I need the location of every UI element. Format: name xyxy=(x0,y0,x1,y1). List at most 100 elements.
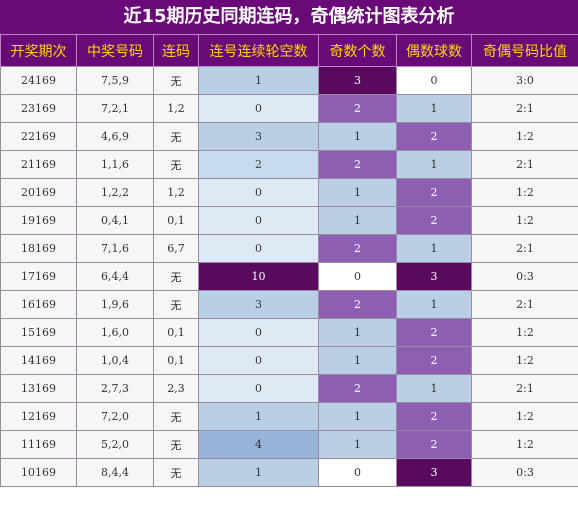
even-count-cell: 1 xyxy=(396,234,472,263)
odd-count-cell: 1 xyxy=(318,178,397,207)
ratio-cell: 1:2 xyxy=(471,430,578,459)
odd-count-cell: 0 xyxy=(318,262,397,291)
period-cell: 10169 xyxy=(0,458,77,487)
ratio-cell: 2:1 xyxy=(471,150,578,179)
odd-count-cell: 1 xyxy=(318,430,397,459)
table-row: 12169 7,2,0 无 1 1 2 1:2 xyxy=(0,402,578,431)
numbers-cell: 5,2,0 xyxy=(76,430,154,459)
header-period: 开奖期次 xyxy=(0,34,77,67)
gap-cell: 0 xyxy=(198,94,319,123)
even-count-cell: 3 xyxy=(396,262,472,291)
period-cell: 17169 xyxy=(0,262,77,291)
ratio-cell: 0:3 xyxy=(471,262,578,291)
ratio-cell: 0:3 xyxy=(471,458,578,487)
consecutive-cell: 无 xyxy=(153,122,199,151)
ratio-cell: 2:1 xyxy=(471,94,578,123)
consecutive-cell: 无 xyxy=(153,430,199,459)
ratio-cell: 1:2 xyxy=(471,178,578,207)
consecutive-cell: 无 xyxy=(153,290,199,319)
ratio-cell: 2:1 xyxy=(471,374,578,403)
even-count-cell: 2 xyxy=(396,206,472,235)
numbers-cell: 1,6,0 xyxy=(76,318,154,347)
gap-cell: 0 xyxy=(198,178,319,207)
gap-cell: 1 xyxy=(198,66,319,95)
gap-cell: 10 xyxy=(198,262,319,291)
odd-count-cell: 2 xyxy=(318,150,397,179)
gap-cell: 3 xyxy=(198,290,319,319)
ratio-cell: 1:2 xyxy=(471,318,578,347)
table-row: 11169 5,2,0 无 4 1 2 1:2 xyxy=(0,430,578,459)
table-row: 21169 1,1,6 无 2 2 1 2:1 xyxy=(0,150,578,179)
table-row: 23169 7,2,1 1,2 0 2 1 2:1 xyxy=(0,94,578,123)
table-row: 14169 1,0,4 0,1 0 1 2 1:2 xyxy=(0,346,578,375)
numbers-cell: 1,9,6 xyxy=(76,290,154,319)
odd-count-cell: 1 xyxy=(318,206,397,235)
even-count-cell: 1 xyxy=(396,290,472,319)
consecutive-cell: 无 xyxy=(153,458,199,487)
ratio-cell: 2:1 xyxy=(471,234,578,263)
consecutive-cell: 6,7 xyxy=(153,234,199,263)
even-count-cell: 1 xyxy=(396,150,472,179)
period-cell: 22169 xyxy=(0,122,77,151)
ratio-cell: 2:1 xyxy=(471,290,578,319)
ratio-cell: 1:2 xyxy=(471,346,578,375)
numbers-cell: 7,5,9 xyxy=(76,66,154,95)
odd-count-cell: 3 xyxy=(318,66,397,95)
period-cell: 19169 xyxy=(0,206,77,235)
header-ratio: 奇偶号码比值 xyxy=(471,34,578,67)
odd-count-cell: 2 xyxy=(318,234,397,263)
numbers-cell: 7,2,1 xyxy=(76,94,154,123)
table-row: 19169 0,4,1 0,1 0 1 2 1:2 xyxy=(0,206,578,235)
gap-cell: 2 xyxy=(198,150,319,179)
gap-cell: 0 xyxy=(198,374,319,403)
period-cell: 23169 xyxy=(0,94,77,123)
gap-cell: 3 xyxy=(198,122,319,151)
consecutive-cell: 2,3 xyxy=(153,374,199,403)
period-cell: 24169 xyxy=(0,66,77,95)
period-cell: 16169 xyxy=(0,290,77,319)
period-cell: 12169 xyxy=(0,402,77,431)
table-row: 18169 7,1,6 6,7 0 2 1 2:1 xyxy=(0,234,578,263)
header-gap: 连号连续轮空数 xyxy=(198,34,319,67)
even-count-cell: 2 xyxy=(396,346,472,375)
period-cell: 11169 xyxy=(0,430,77,459)
consecutive-cell: 1,2 xyxy=(153,178,199,207)
ratio-cell: 3:0 xyxy=(471,66,578,95)
consecutive-cell: 1,2 xyxy=(153,94,199,123)
even-count-cell: 1 xyxy=(396,374,472,403)
period-cell: 20169 xyxy=(0,178,77,207)
numbers-cell: 2,7,3 xyxy=(76,374,154,403)
table-row: 16169 1,9,6 无 3 2 1 2:1 xyxy=(0,290,578,319)
header-even-count: 偶数球数 xyxy=(396,34,472,67)
even-count-cell: 2 xyxy=(396,318,472,347)
odd-count-cell: 0 xyxy=(318,458,397,487)
header-consecutive: 连码 xyxy=(153,34,199,67)
numbers-cell: 4,6,9 xyxy=(76,122,154,151)
odd-count-cell: 1 xyxy=(318,402,397,431)
header-odd-count: 奇数个数 xyxy=(318,34,397,67)
even-count-cell: 2 xyxy=(396,122,472,151)
ratio-cell: 1:2 xyxy=(471,122,578,151)
consecutive-cell: 无 xyxy=(153,150,199,179)
table-row: 15169 1,6,0 0,1 0 1 2 1:2 xyxy=(0,318,578,347)
consecutive-cell: 0,1 xyxy=(153,318,199,347)
period-cell: 21169 xyxy=(0,150,77,179)
gap-cell: 0 xyxy=(198,206,319,235)
page-title: 近15期历史同期连码，奇偶统计图表分析 xyxy=(0,0,578,35)
numbers-cell: 7,2,0 xyxy=(76,402,154,431)
odd-count-cell: 2 xyxy=(318,290,397,319)
odd-count-cell: 1 xyxy=(318,346,397,375)
odd-count-cell: 1 xyxy=(318,122,397,151)
gap-cell: 0 xyxy=(198,318,319,347)
even-count-cell: 2 xyxy=(396,178,472,207)
gap-cell: 1 xyxy=(198,402,319,431)
even-count-cell: 0 xyxy=(396,66,472,95)
gap-cell: 0 xyxy=(198,234,319,263)
consecutive-cell: 0,1 xyxy=(153,346,199,375)
period-cell: 14169 xyxy=(0,346,77,375)
even-count-cell: 3 xyxy=(396,458,472,487)
ratio-cell: 1:2 xyxy=(471,402,578,431)
table-row: 20169 1,2,2 1,2 0 1 2 1:2 xyxy=(0,178,578,207)
period-cell: 13169 xyxy=(0,374,77,403)
